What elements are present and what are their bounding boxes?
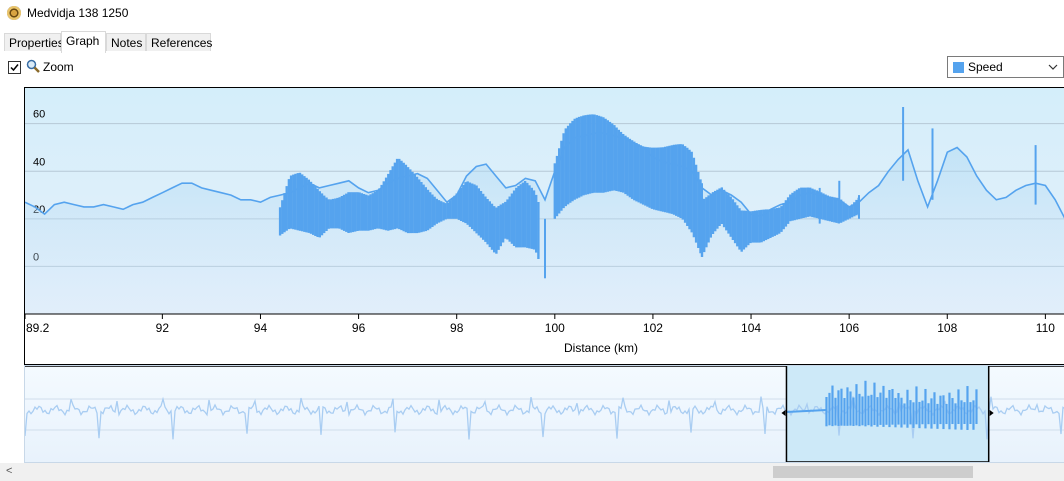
overview-handles[interactable] (781, 410, 994, 416)
scroll-thumb[interactable] (773, 466, 973, 478)
metric-selected-value: Speed (968, 60, 1003, 74)
overview-svg (24, 365, 1064, 463)
tab-label: References (151, 36, 213, 50)
x-axis-area (25, 314, 1064, 364)
title-bar: Medvidja 138 1250 (0, 0, 1064, 28)
metric-dropdown[interactable]: Speed (947, 56, 1064, 78)
checkmark-icon (10, 64, 19, 72)
speed-line (24, 132, 1064, 219)
tab-graph[interactable]: Graph (61, 31, 106, 53)
right-handle-arrow-icon[interactable] (989, 410, 994, 416)
x-tick-label: 102 (643, 321, 663, 335)
x-tick-label: 108 (937, 321, 957, 335)
tab-properties[interactable]: Properties (4, 33, 64, 51)
x-tick-label: 96 (352, 321, 366, 335)
overview-selected-series (786, 380, 978, 430)
tab-notes[interactable]: Notes (106, 33, 146, 51)
y-tick-label: 60 (33, 109, 45, 121)
magnifier-icon (26, 59, 40, 73)
graph-toolbar: Zoom Speed (0, 52, 1064, 86)
x-tick-label: 104 (741, 321, 761, 335)
overview-strip[interactable] (24, 365, 1064, 463)
x-tick-label: 89.2 (26, 321, 50, 335)
x-tick-label: 98 (450, 321, 464, 335)
zoom-label: Zoom (43, 60, 74, 74)
zoom-checkbox[interactable] (8, 61, 21, 74)
x-tick-label: 106 (839, 321, 859, 335)
overview-selected-mark (786, 409, 827, 413)
x-axis-title: Distance (km) (564, 341, 638, 355)
x-tick-label: 110 (1036, 321, 1055, 335)
x-tick-labels: 89.2 92 94 96 98 100 102 104 106 108 110 (24, 314, 1055, 335)
left-handle-arrow-icon[interactable] (781, 410, 786, 416)
tab-label: Notes (111, 36, 143, 50)
y-tick-label: 40 (33, 156, 45, 168)
horizontal-scrollbar[interactable]: < (0, 463, 1064, 481)
tab-label: Graph (66, 34, 100, 48)
tab-label: Properties (9, 36, 64, 50)
tab-bar: Properties Graph Notes References (0, 31, 1064, 53)
x-tick-label: 92 (156, 321, 170, 335)
app-logo-icon (7, 6, 21, 20)
series-color-swatch (953, 62, 964, 73)
chevron-down-icon (1048, 64, 1058, 70)
tab-references[interactable]: References (146, 33, 213, 51)
x-tick-label: 100 (545, 321, 565, 335)
window-title: Medvidja 138 1250 (27, 6, 129, 20)
scroll-left-arrow-icon[interactable]: < (6, 465, 13, 477)
x-tick-label: 94 (254, 321, 268, 335)
